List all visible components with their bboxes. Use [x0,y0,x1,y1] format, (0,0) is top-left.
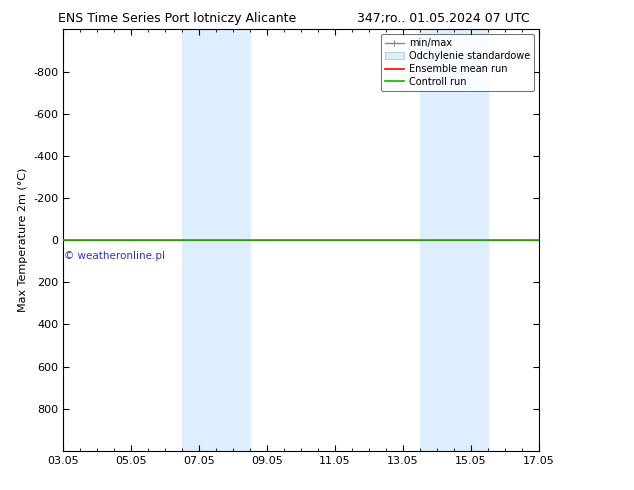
Bar [183,29,250,451]
Y-axis label: Max Temperature 2m (°C): Max Temperature 2m (°C) [18,168,28,312]
Text: © weatheronline.pl: © weatheronline.pl [64,251,165,261]
Legend: min/max, Odchylenie standardowe, Ensemble mean run, Controll run: min/max, Odchylenie standardowe, Ensembl… [380,34,534,91]
Bar [420,29,488,451]
Text: 347;ro.. 01.05.2024 07 UTC: 347;ro.. 01.05.2024 07 UTC [358,12,530,25]
Text: ENS Time Series Port lotniczy Alicante: ENS Time Series Port lotniczy Alicante [58,12,297,25]
